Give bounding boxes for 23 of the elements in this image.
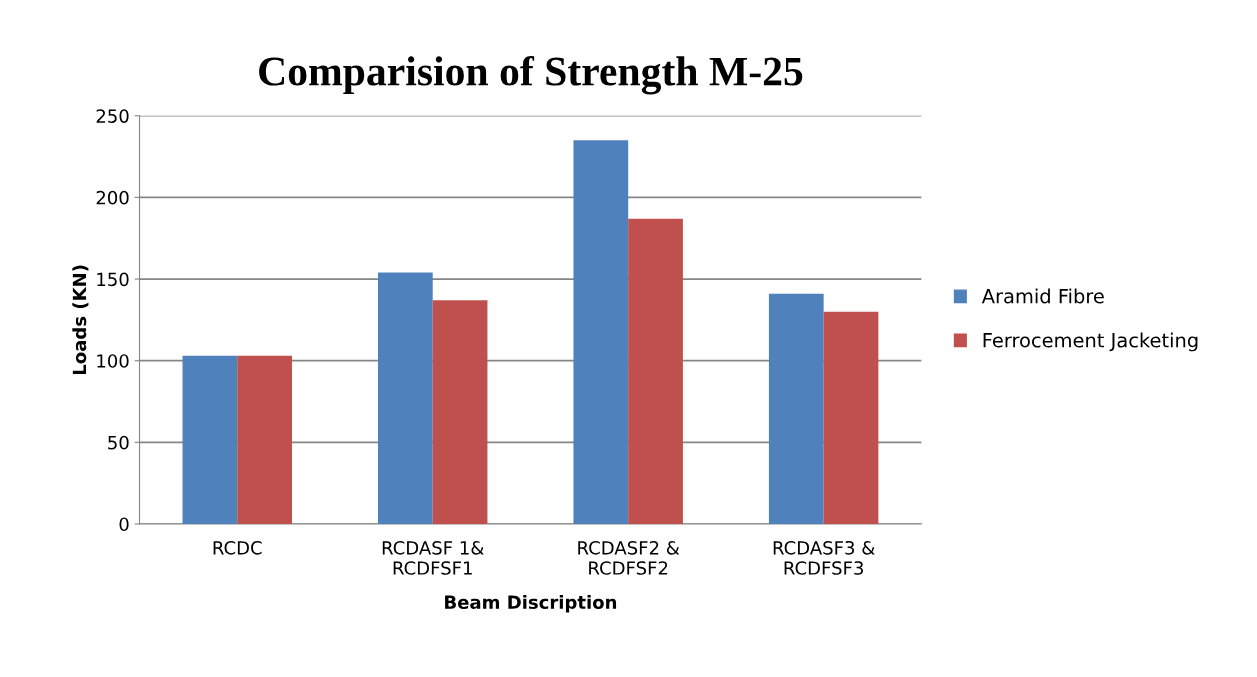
legend-label: Ferrocement Jacketing: [983, 332, 1198, 352]
bar: [237, 355, 292, 524]
x-tick-label: RCDASF2 & RCDFSF2: [578, 540, 680, 575]
x-tick-label: RCDC: [213, 540, 262, 555]
bar: [768, 293, 824, 524]
y-tick-label: 250: [96, 109, 129, 123]
bar: [573, 140, 629, 524]
y-axis-title: Loads (KN): [72, 265, 89, 375]
chart-title: Comparision of Strength M-25: [259, 55, 803, 95]
bar: [377, 272, 433, 524]
y-tick-label: 0: [119, 517, 129, 532]
bar: [628, 218, 683, 524]
y-tick-label: 200: [96, 190, 129, 205]
x-tick-label: RCDASF3 & RCDFSF3: [773, 540, 875, 575]
bar: [182, 355, 238, 524]
bar: [432, 300, 488, 524]
y-tick-label: 100: [97, 354, 129, 368]
x-axis-title: Beam Discription: [445, 595, 617, 613]
bar: [823, 311, 879, 524]
legend-label: Aramid Fibre: [981, 288, 1104, 304]
x-tick-label: RCDASF 1& RCDFSF1: [382, 540, 484, 575]
y-tick-label: 50: [108, 435, 129, 450]
y-tick-label: 150: [97, 272, 129, 287]
